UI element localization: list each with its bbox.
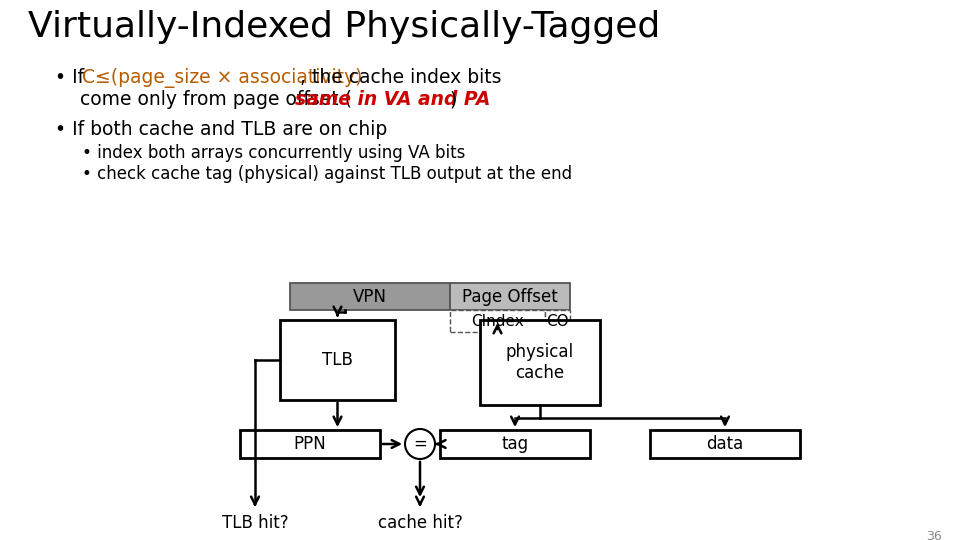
- Bar: [290, 283, 450, 310]
- Bar: [440, 430, 590, 458]
- Bar: [280, 320, 395, 400]
- Text: data: data: [707, 435, 744, 453]
- Text: CO: CO: [546, 314, 569, 328]
- Text: C≤(page_size × associativity): C≤(page_size × associativity): [82, 68, 362, 88]
- Circle shape: [405, 429, 435, 459]
- Text: 36: 36: [926, 530, 942, 540]
- Text: • check cache tag (physical) against TLB output at the end: • check cache tag (physical) against TLB…: [82, 165, 572, 183]
- Text: PPN: PPN: [294, 435, 326, 453]
- Text: ): ): [450, 90, 457, 109]
- Text: Page Offset: Page Offset: [462, 287, 558, 306]
- Text: VPN: VPN: [353, 287, 387, 306]
- Text: cache hit?: cache hit?: [377, 514, 463, 532]
- Text: • index both arrays concurrently using VA bits: • index both arrays concurrently using V…: [82, 144, 466, 162]
- Bar: [240, 430, 380, 458]
- Text: TLB: TLB: [322, 351, 353, 369]
- Bar: [450, 310, 545, 332]
- Text: • If: • If: [55, 68, 90, 87]
- Text: Virtually-Indexed Physically-Tagged: Virtually-Indexed Physically-Tagged: [28, 10, 660, 44]
- Text: • If both cache and TLB are on chip: • If both cache and TLB are on chip: [55, 120, 387, 139]
- Bar: [650, 430, 800, 458]
- Bar: [450, 283, 570, 310]
- Text: =: =: [413, 435, 427, 453]
- Text: , the cache index bits: , the cache index bits: [300, 68, 501, 87]
- Text: CIndex: CIndex: [471, 314, 524, 328]
- Text: TLB hit?: TLB hit?: [222, 514, 288, 532]
- Bar: [480, 320, 600, 405]
- Text: physical
cache: physical cache: [506, 343, 574, 382]
- Text: same in VA and PA: same in VA and PA: [295, 90, 491, 109]
- Text: come only from page offset (: come only from page offset (: [80, 90, 352, 109]
- Bar: [545, 310, 570, 332]
- Text: tag: tag: [501, 435, 529, 453]
